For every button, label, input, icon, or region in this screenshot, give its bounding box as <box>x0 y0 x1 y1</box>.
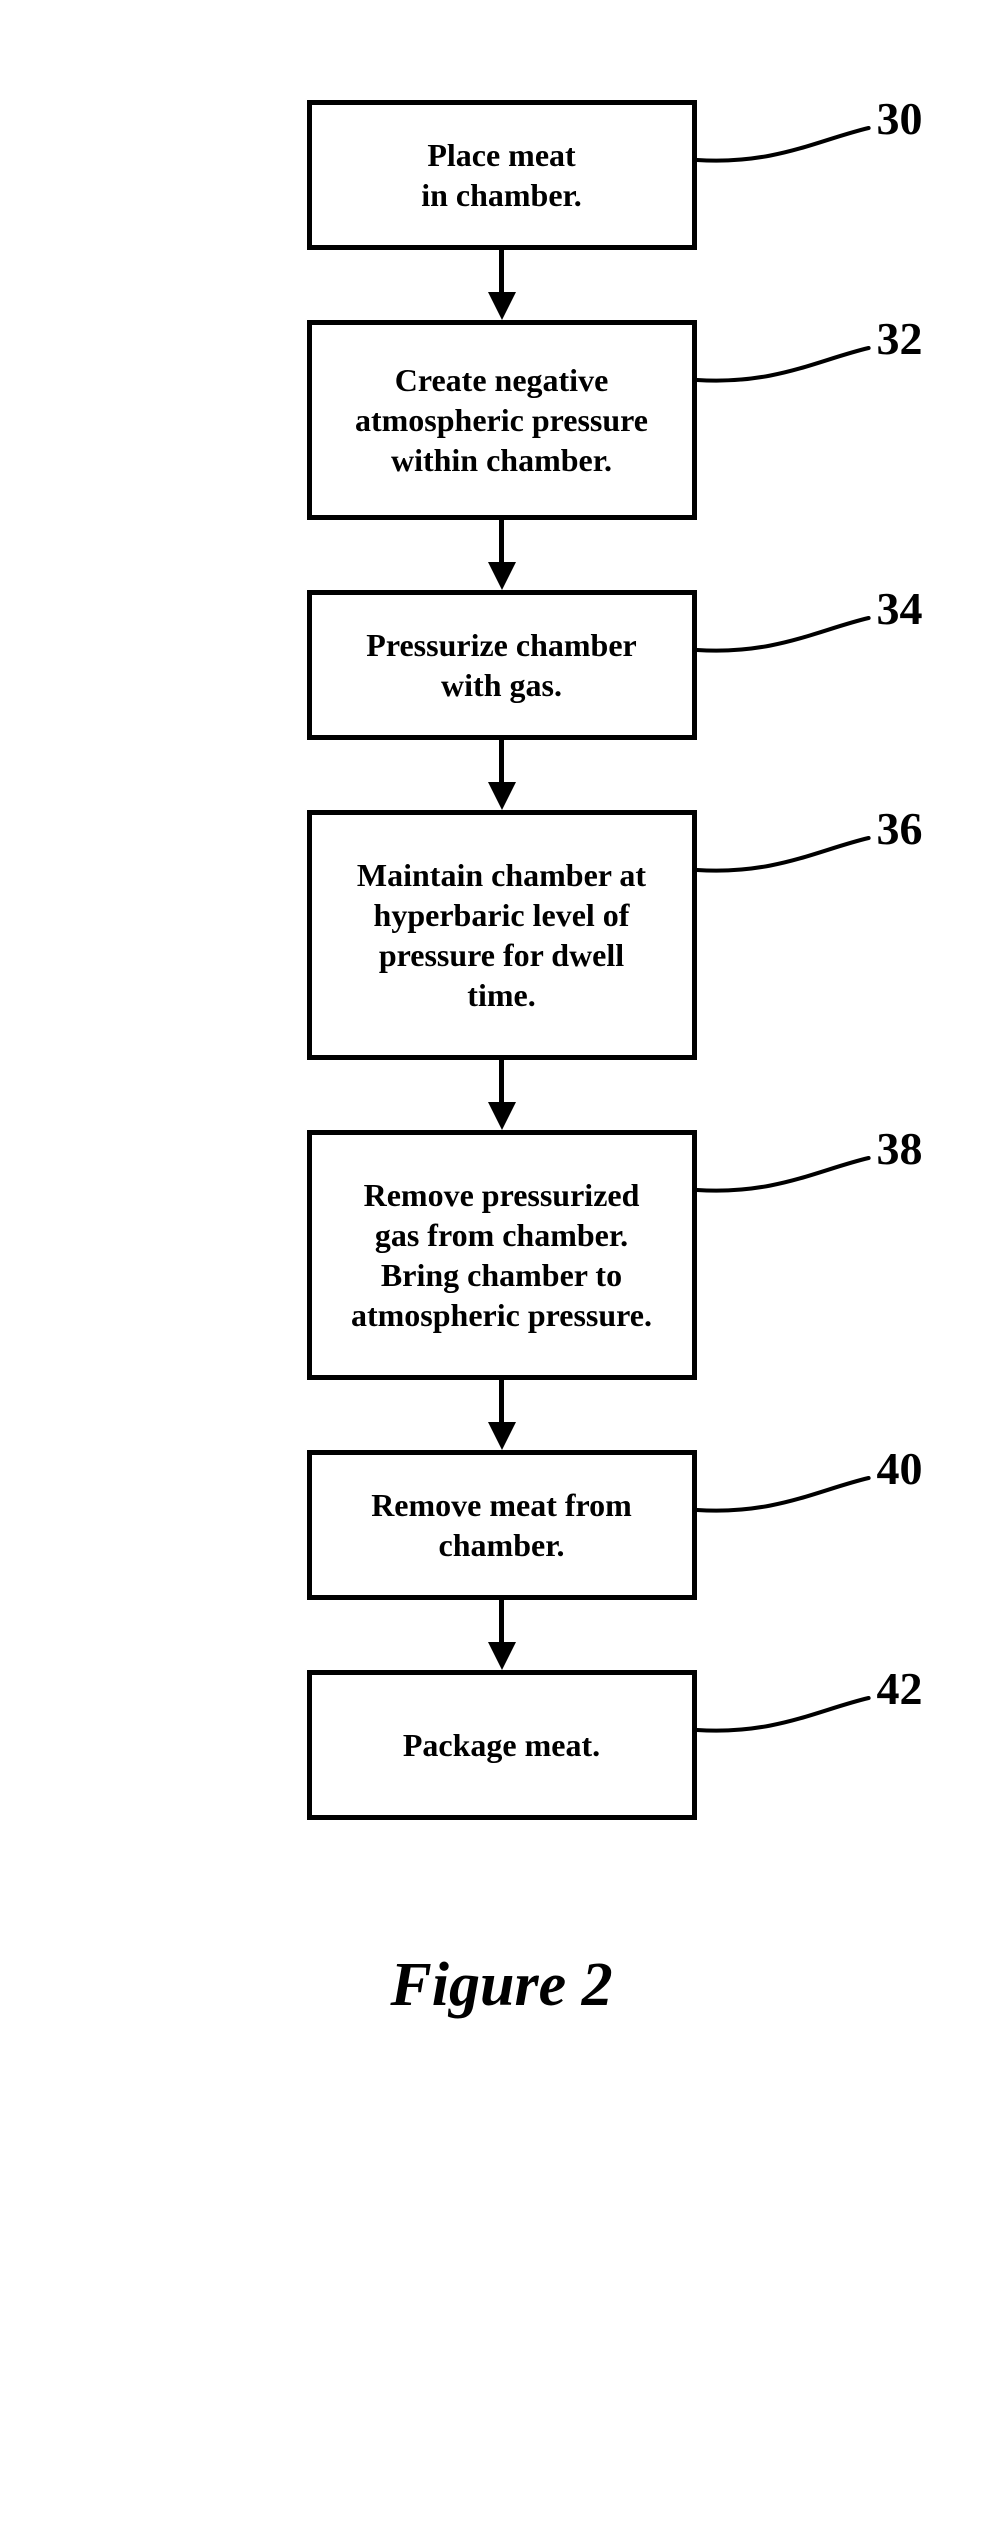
reference-number: 40 <box>877 1442 923 1495</box>
flow-arrow <box>488 1600 516 1670</box>
reference-number: 36 <box>877 802 923 855</box>
flow-step-box: Create negative atmospheric pressure wit… <box>307 320 697 520</box>
flow-step-row: Pressurize chamber with gas.34 <box>307 590 697 740</box>
flow-step-box: Remove meat from chamber. <box>307 1450 697 1600</box>
flow-step-box: Package meat. <box>307 1670 697 1820</box>
flow-arrow <box>488 1380 516 1450</box>
flow-arrow <box>488 1060 516 1130</box>
flow-arrow <box>488 250 516 320</box>
flow-step-box: Place meat in chamber. <box>307 100 697 250</box>
flow-step-row: Remove pressurized gas from chamber. Bri… <box>307 1130 697 1380</box>
flowchart: Place meat in chamber.30 Create negative … <box>307 100 697 1820</box>
reference-number: 34 <box>877 582 923 635</box>
reference-number: 38 <box>877 1122 923 1175</box>
flow-step-row: Place meat in chamber.30 <box>307 100 697 250</box>
reference-number: 30 <box>877 92 923 145</box>
flow-step-row: Maintain chamber at hyperbaric level of … <box>307 810 697 1060</box>
figure-caption: Figure 2 <box>390 1950 612 2021</box>
flow-arrow <box>488 520 516 590</box>
flow-step-row: Package meat.42 <box>307 1670 697 1820</box>
reference-number: 32 <box>877 312 923 365</box>
flow-step-box: Remove pressurized gas from chamber. Bri… <box>307 1130 697 1380</box>
reference-number: 42 <box>877 1662 923 1715</box>
flow-step-box: Maintain chamber at hyperbaric level of … <box>307 810 697 1060</box>
flow-step-row: Create negative atmospheric pressure wit… <box>307 320 697 520</box>
flow-arrow <box>488 740 516 810</box>
flow-step-box: Pressurize chamber with gas. <box>307 590 697 740</box>
flow-step-row: Remove meat from chamber.40 <box>307 1450 697 1600</box>
